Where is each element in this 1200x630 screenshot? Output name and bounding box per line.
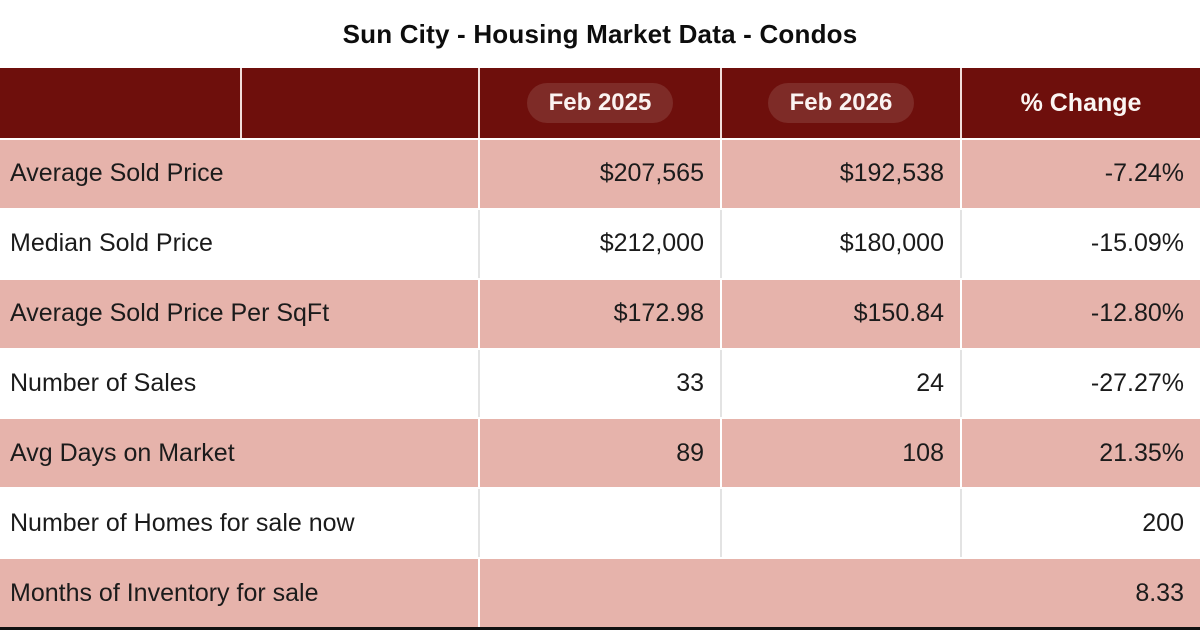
header-cell-pct-change: % Change	[960, 68, 1200, 138]
feb-2026-value: $180,000	[720, 209, 960, 278]
feb-2026-pill: Feb 2026	[767, 83, 915, 123]
row-label: Number of Homes for sale now	[10, 508, 355, 537]
pct-change-value: 21.35%	[960, 419, 1200, 488]
feb-2025-value: $212,000	[478, 209, 720, 278]
header-cell-feb-2025: Feb 2025	[478, 68, 720, 138]
pct-change-value: 200	[960, 489, 1200, 558]
feb-2025-value: $207,565	[478, 140, 720, 208]
pct-change-value: -7.24%	[960, 140, 1200, 208]
row-label: Average Sold Price Per SqFt	[10, 299, 330, 328]
header-cell-empty-1	[0, 68, 240, 138]
row-label: Average Sold Price	[10, 159, 224, 188]
table-row-homes-for-sale-now: Number of Homes for sale now 200	[0, 489, 1200, 560]
header-cell-empty-2	[240, 68, 478, 138]
feb-2025-value: 89	[478, 419, 720, 488]
row-label: Avg Days on Market	[10, 438, 235, 467]
row-label: Months of Inventory for sale	[10, 578, 319, 607]
pct-change-value: 8.33	[478, 559, 1200, 628]
feb-2026-value: $192,538	[720, 140, 960, 208]
bottom-bar	[0, 627, 1200, 630]
feb-2025-value	[478, 489, 720, 558]
table-row-average-sold-price: Average Sold Price $207,565 $192,538 -7.…	[0, 140, 1200, 210]
feb-2026-value: $150.84	[720, 279, 960, 348]
table-row-months-of-inventory: Months of Inventory for sale 8.33	[0, 559, 1200, 628]
pct-change-value: -12.80%	[960, 279, 1200, 348]
feb-2025-value: $172.98	[478, 279, 720, 348]
feb-2025-pill: Feb 2025	[526, 83, 674, 123]
header-cell-feb-2026: Feb 2026	[720, 68, 960, 138]
row-label: Median Sold Price	[10, 229, 213, 258]
table-row-number-of-sales: Number of Sales 33 24 -27.27%	[0, 349, 1200, 420]
feb-2026-value: 108	[720, 419, 960, 488]
title-band: Sun City - Housing Market Data - Condos	[0, 0, 1200, 68]
row-label: Number of Sales	[10, 369, 197, 397]
table-row-avg-price-per-sqft: Average Sold Price Per SqFt $172.98 $150…	[0, 279, 1200, 350]
table-body: Average Sold Price $207,565 $192,538 -7.…	[0, 140, 1200, 628]
feb-2025-value: 33	[478, 349, 720, 418]
pct-change-header-label: % Change	[1020, 88, 1142, 117]
page-title: Sun City - Housing Market Data - Condos	[342, 18, 858, 49]
pct-change-value: -15.09%	[960, 209, 1200, 278]
table-header-row: Feb 2025 Feb 2026 % Change	[0, 68, 1200, 140]
feb-2026-value: 24	[720, 349, 960, 418]
feb-2026-value	[720, 489, 960, 558]
pct-change-value: -27.27%	[960, 349, 1200, 418]
table-row-avg-days-on-market: Avg Days on Market 89 108 21.35%	[0, 419, 1200, 490]
table-row-median-sold-price: Median Sold Price $212,000 $180,000 -15.…	[0, 209, 1200, 280]
